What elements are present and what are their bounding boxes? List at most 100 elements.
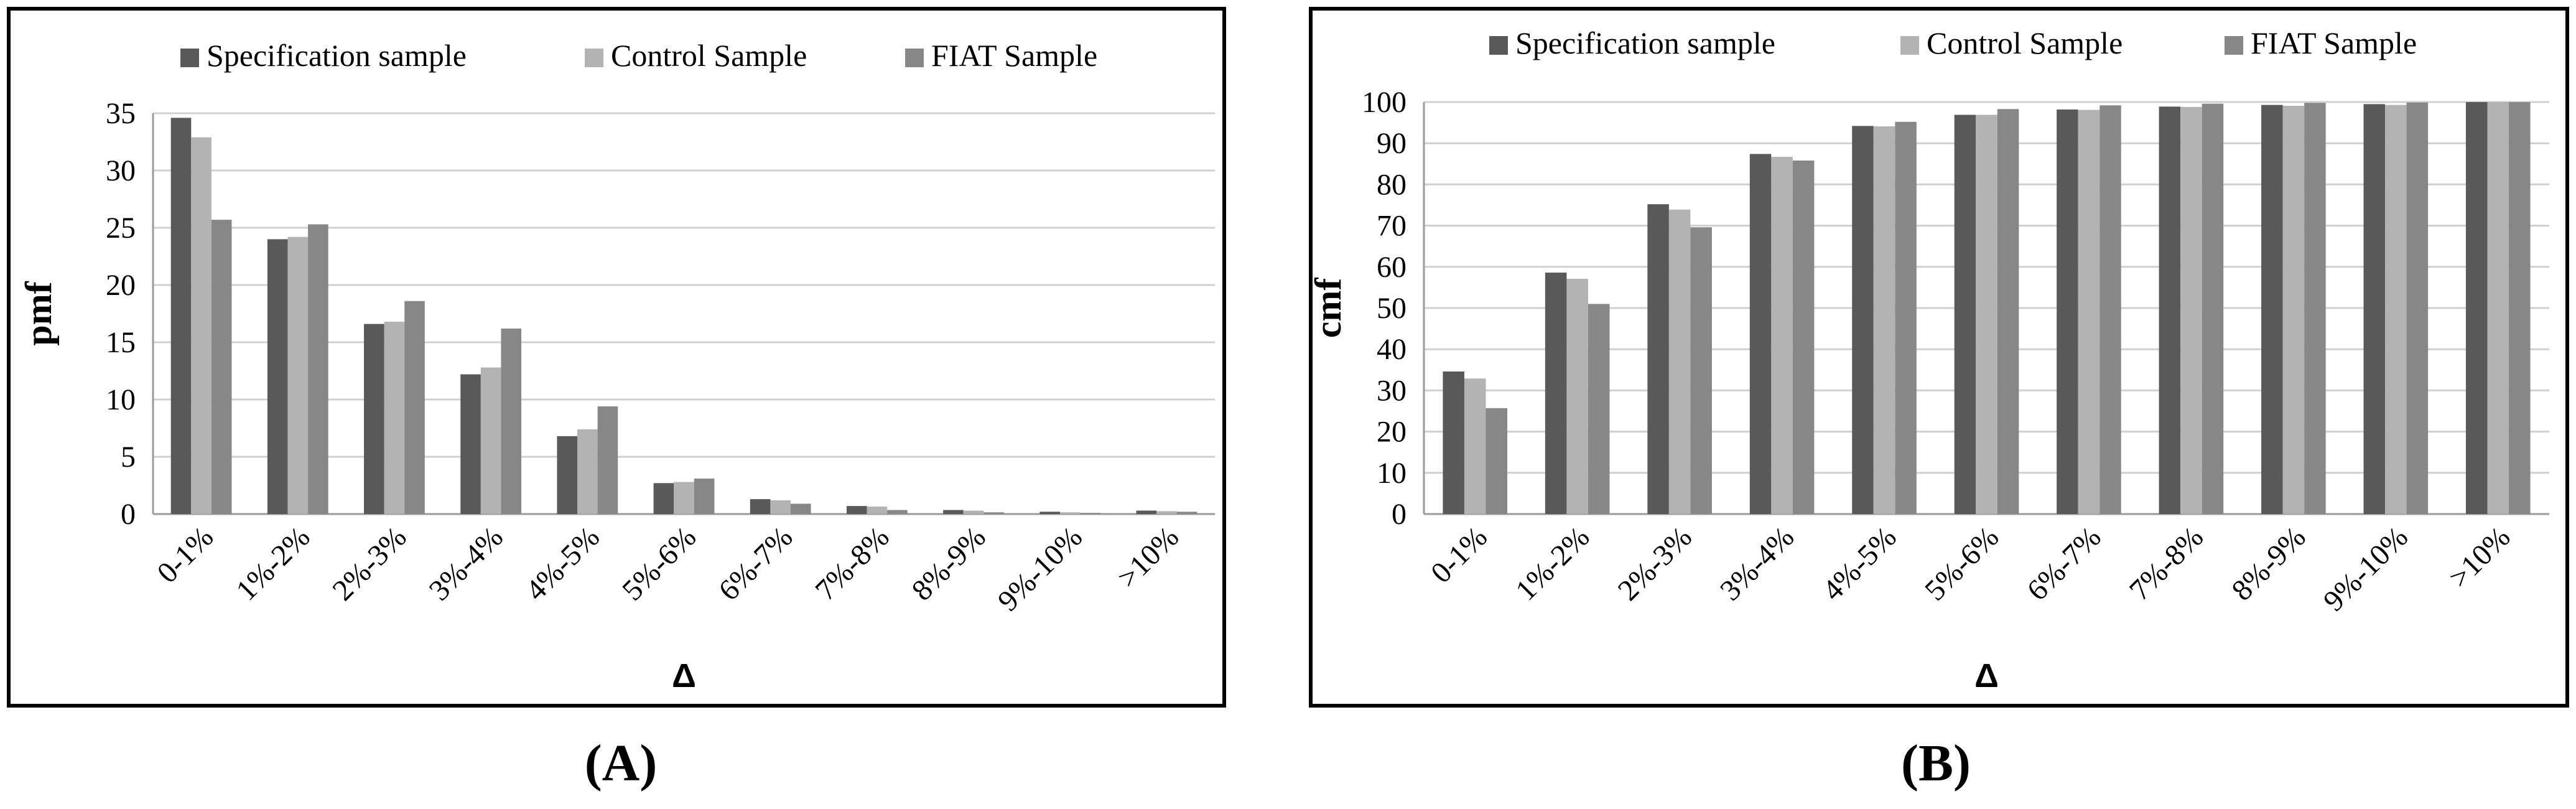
y-tick-label: 100: [1362, 86, 1407, 119]
bar-control-sample: [867, 507, 888, 514]
bar-specification-sample: [750, 499, 771, 514]
panel-label: (B): [1901, 734, 1971, 792]
legend-swatch: [2225, 36, 2243, 55]
bar-control-sample: [1464, 378, 1486, 514]
bar-fiat-sample: [1588, 304, 1610, 514]
bar-specification-sample: [2363, 104, 2386, 514]
bar-fiat-sample: [2509, 102, 2531, 514]
y-tick-label: 5: [121, 441, 136, 474]
bar-control-sample: [2487, 102, 2509, 514]
bar-control-sample: [963, 510, 984, 514]
x-axis-label: Δ: [1974, 657, 1999, 694]
bar-fiat-sample: [2202, 103, 2224, 514]
legend-swatch: [585, 49, 603, 67]
bar-control-sample: [577, 429, 598, 514]
bar-specification-sample: [267, 239, 288, 514]
bar-control-sample: [1668, 209, 1691, 514]
bar-control-sample: [2180, 106, 2202, 515]
bar-fiat-sample: [1895, 121, 1917, 514]
bar-specification-sample: [2159, 106, 2181, 515]
bar-fiat-sample: [1080, 513, 1101, 514]
bar-control-sample: [480, 367, 501, 514]
bar-fiat-sample: [790, 503, 811, 514]
bar-control-sample: [1771, 157, 1793, 514]
y-tick-label: 25: [106, 212, 136, 245]
bar-fiat-sample: [2099, 105, 2121, 514]
legend-entry: Control Sample: [611, 38, 807, 73]
bar-control-sample: [2385, 105, 2407, 514]
bar-fiat-sample: [1486, 408, 1508, 514]
legend-swatch: [905, 49, 924, 67]
bar-fiat-sample: [2406, 102, 2429, 515]
bar-control-sample: [1873, 126, 1895, 515]
legend-swatch: [180, 49, 199, 67]
y-tick-label: 70: [1377, 210, 1407, 243]
bar-fiat-sample: [597, 406, 618, 514]
legend-entry: Specification sample: [1515, 26, 1775, 60]
y-tick-label: 50: [1377, 292, 1407, 325]
bar-specification-sample: [1647, 204, 1669, 514]
legend-entry: FIAT Sample: [2251, 26, 2417, 60]
y-tick-label: 80: [1377, 168, 1407, 201]
bar-control-sample: [770, 500, 791, 514]
bar-control-sample: [674, 482, 694, 514]
bar-specification-sample: [1443, 371, 1464, 514]
legend-entry: FIAT Sample: [931, 38, 1097, 73]
bar-control-sample: [287, 236, 309, 514]
bar-specification-sample: [1039, 512, 1060, 514]
bar-control-sample: [191, 137, 212, 514]
bar-specification-sample: [1749, 154, 1772, 515]
bar-specification-sample: [943, 510, 964, 514]
y-tick-label: 30: [1377, 374, 1407, 407]
bar-fiat-sample: [1792, 161, 1815, 514]
bar-control-sample: [1566, 278, 1588, 514]
legend-swatch: [1900, 36, 1919, 55]
y-tick-label: 15: [106, 326, 136, 359]
y-tick-label: 35: [106, 97, 136, 130]
legend-swatch: [1489, 36, 1508, 55]
bar-control-sample: [1976, 115, 1997, 515]
bar-specification-sample: [2465, 102, 2488, 514]
bar-fiat-sample: [404, 301, 425, 514]
y-axis-label: cmf: [1308, 278, 1349, 339]
bar-specification-sample: [846, 506, 867, 514]
bar-fiat-sample: [694, 478, 715, 514]
bar-control-sample: [384, 321, 405, 514]
bar-fiat-sample: [887, 510, 908, 514]
y-tick-label: 60: [1377, 251, 1407, 284]
bar-fiat-sample: [308, 224, 328, 514]
chart-frame: [1309, 7, 2569, 708]
bar-fiat-sample: [501, 328, 522, 514]
bar-control-sample: [2078, 110, 2100, 514]
bar-specification-sample: [460, 374, 481, 514]
bar-fiat-sample: [2304, 103, 2326, 515]
bar-fiat-sample: [983, 512, 1004, 514]
bar-specification-sample: [364, 324, 384, 514]
panel-label: (A): [585, 734, 658, 792]
bar-specification-sample: [2057, 109, 2078, 514]
bar-fiat-sample: [1997, 109, 2019, 514]
bar-specification-sample: [1136, 510, 1157, 514]
bar-control-sample: [1156, 511, 1177, 514]
bar-control-sample: [2282, 105, 2305, 514]
bar-fiat-sample: [1690, 227, 1712, 514]
bar-specification-sample: [170, 118, 192, 515]
y-tick-label: 10: [1377, 457, 1407, 490]
y-tick-label: 10: [106, 383, 136, 416]
bar-specification-sample: [1954, 115, 1976, 515]
y-tick-label: 20: [1377, 416, 1407, 449]
bar-specification-sample: [2261, 105, 2283, 514]
bar-specification-sample: [557, 436, 578, 514]
bar-specification-sample: [1545, 273, 1567, 514]
y-tick-label: 30: [106, 154, 136, 187]
legend-entry: Control Sample: [1927, 26, 2123, 60]
bar-specification-sample: [653, 483, 674, 514]
legend-entry: Specification sample: [207, 38, 467, 73]
bar-fiat-sample: [211, 220, 232, 514]
y-axis-label: pmf: [18, 281, 59, 345]
y-tick-label: 90: [1377, 127, 1407, 160]
y-tick-label: 40: [1377, 333, 1407, 366]
y-tick-label: 0: [1392, 498, 1407, 531]
